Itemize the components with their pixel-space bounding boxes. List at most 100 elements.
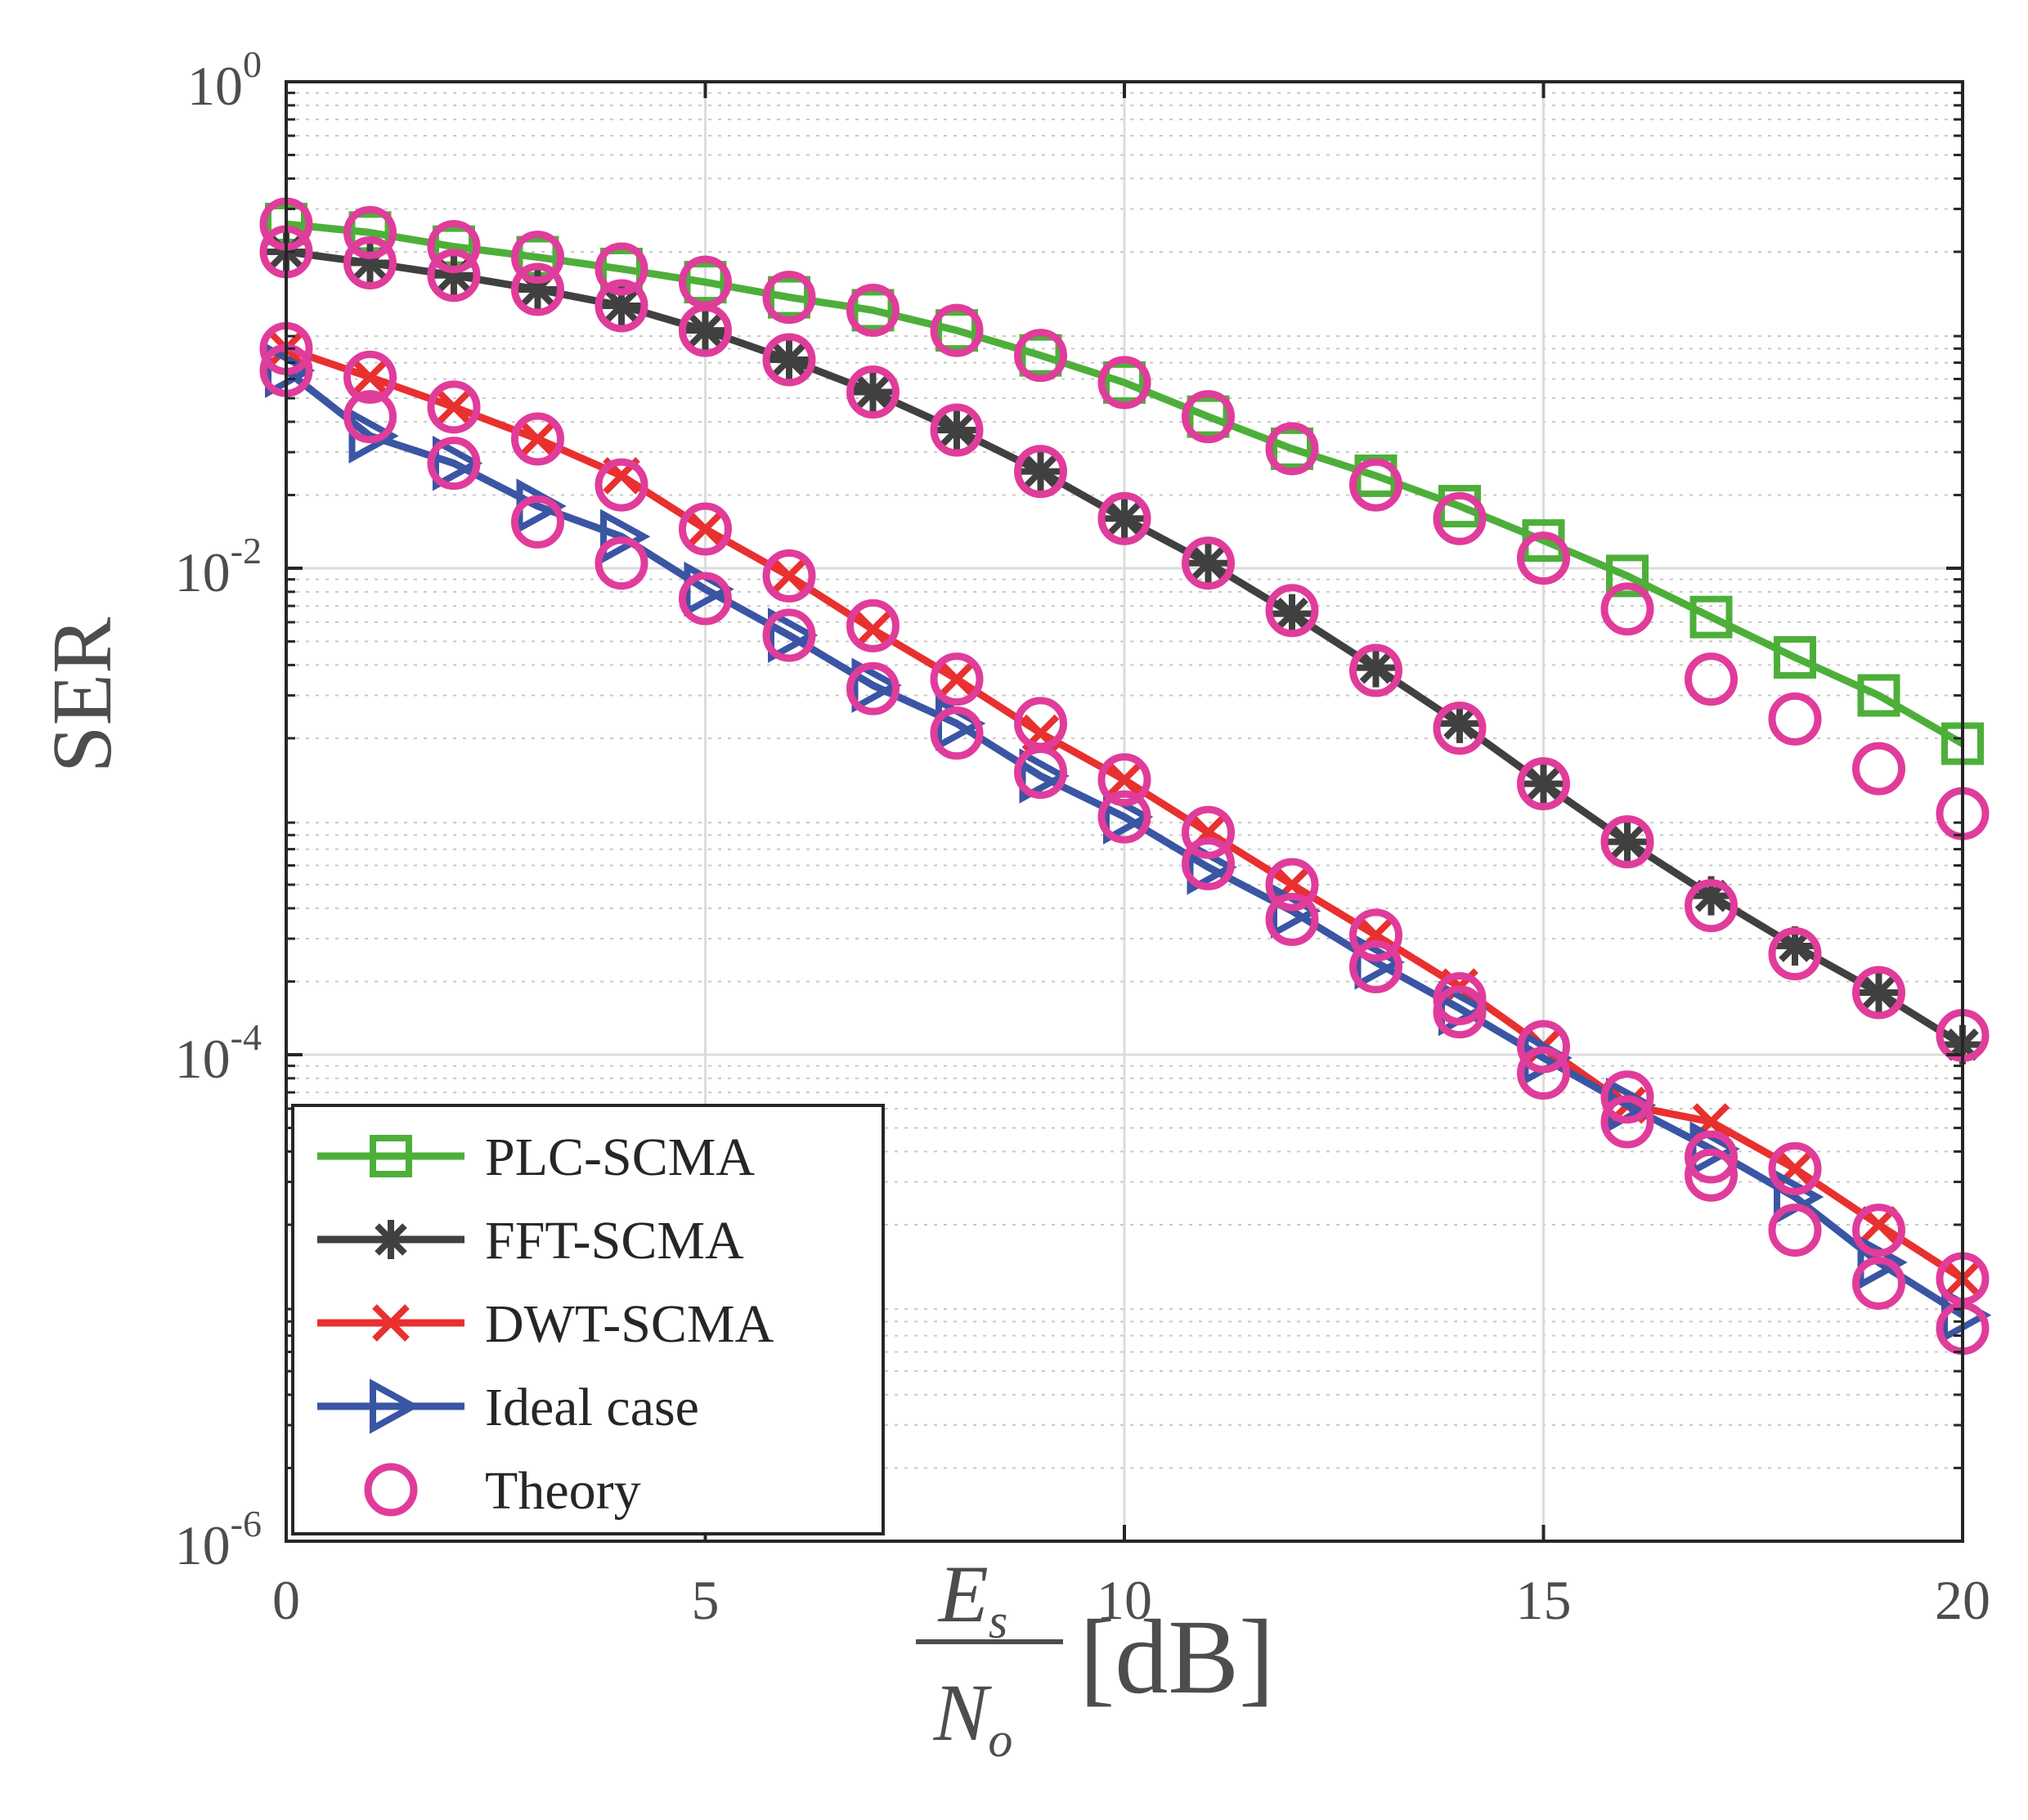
- x-label-numerator: Es: [937, 1549, 1007, 1648]
- theory-point: [1517, 757, 1570, 811]
- legend-item: DWT-SCMA: [317, 1294, 774, 1354]
- data-point: [518, 420, 557, 458]
- theory-point: [762, 608, 816, 662]
- theory-point: [930, 652, 984, 706]
- data-point: [768, 276, 810, 319]
- theory-point: [594, 279, 648, 333]
- data-point: [1857, 674, 1900, 717]
- theory-point: [679, 303, 732, 357]
- x-tick-label: 15: [1516, 1569, 1572, 1631]
- asterisk-stroke: [1272, 594, 1312, 634]
- asterisk-stroke: [602, 285, 641, 325]
- data-point: [1523, 764, 1564, 804]
- data-point: [769, 339, 809, 379]
- theory-point: [1349, 908, 1402, 962]
- theory-point: [1768, 1141, 1822, 1195]
- theory-point: [343, 390, 397, 444]
- series-line: [285, 220, 1965, 747]
- legend-item: Ideal case: [317, 1378, 699, 1437]
- asterisk-stroke: [1356, 648, 1396, 688]
- asterisk-stroke: [1608, 822, 1647, 862]
- theory-point: [594, 242, 648, 296]
- legend-item: PLC-SCMA: [317, 1127, 755, 1187]
- asterisk-stroke: [1188, 543, 1228, 583]
- asterisk-stroke: [685, 311, 725, 351]
- data-point: [602, 285, 641, 325]
- theory-point: [1433, 702, 1487, 755]
- asterisk-stroke: [1523, 764, 1564, 804]
- x-stroke: [686, 510, 725, 548]
- theory-point: [1517, 531, 1570, 585]
- theory-point: [1852, 742, 1905, 796]
- theory-point: [1349, 458, 1402, 512]
- theory-point: [1014, 745, 1067, 799]
- theory-point: [1517, 1047, 1570, 1101]
- asterisk-stroke: [769, 339, 809, 379]
- theory-point: [511, 262, 564, 316]
- data-point: [433, 435, 483, 491]
- series-group: [259, 197, 1992, 1356]
- x-stroke: [435, 388, 473, 426]
- theory-point: [427, 380, 481, 434]
- x-label-unit: [dB]: [1079, 1598, 1274, 1716]
- series-theory: [259, 197, 1990, 1356]
- legend-label: Ideal case: [485, 1378, 699, 1437]
- legend-label: PLC-SCMA: [485, 1127, 755, 1187]
- asterisk-stroke: [518, 270, 558, 310]
- theory-point: [679, 502, 732, 556]
- legend-label: Theory: [485, 1461, 641, 1521]
- y-tick-label: 10-6: [175, 1503, 262, 1576]
- data-point: [1188, 543, 1228, 583]
- theory-point: [1265, 584, 1319, 638]
- x-label-denominator: No: [933, 1667, 1013, 1767]
- theory-point: [1265, 893, 1319, 946]
- legend-marker: [370, 1135, 412, 1177]
- theory-point: [846, 283, 900, 337]
- legend-item: FFT-SCMA: [317, 1211, 744, 1271]
- theory-point: [1600, 582, 1654, 636]
- legend-marker: [364, 1463, 418, 1517]
- x-stroke: [518, 420, 557, 458]
- theory-point: [1097, 356, 1151, 410]
- x-tick-label: 0: [272, 1569, 300, 1631]
- theory-point: [1182, 836, 1235, 890]
- theory-point: [1517, 1020, 1570, 1074]
- legend-marker: [372, 1304, 410, 1342]
- legend-item: Theory: [364, 1461, 641, 1521]
- theory-point: [1349, 939, 1402, 993]
- data-point: [768, 607, 819, 663]
- asterisk-stroke: [937, 410, 976, 450]
- data-point: [1689, 595, 1733, 639]
- theory-point: [1768, 927, 1822, 981]
- asterisk-stroke: [434, 255, 473, 295]
- data-point: [1105, 499, 1144, 539]
- data-point: [685, 311, 725, 351]
- data-point: [1019, 334, 1062, 377]
- theory-point: [1097, 790, 1151, 844]
- asterisk-stroke: [1691, 876, 1731, 916]
- theory-point: [762, 333, 816, 387]
- data-point: [1356, 648, 1396, 688]
- theory-point: [511, 412, 564, 466]
- theory-point: [679, 572, 732, 625]
- data-point: [1271, 427, 1313, 470]
- legend-label: DWT-SCMA: [485, 1294, 774, 1354]
- theory-point: [930, 706, 984, 760]
- y-tick-label: 10-2: [175, 530, 262, 603]
- data-point: [351, 358, 389, 397]
- data-point: [851, 657, 902, 714]
- asterisk-stroke: [853, 372, 893, 412]
- theory-point: [1768, 1204, 1822, 1257]
- theory-point: [846, 598, 900, 652]
- asterisk-stroke: [1775, 926, 1815, 966]
- series-fft-scma: [267, 231, 1982, 1065]
- theory-point: [1600, 1095, 1654, 1149]
- x-axis-label: Es No [dB]: [916, 1549, 1274, 1767]
- theory-point: [1014, 329, 1067, 383]
- theory-point: [343, 205, 397, 259]
- data-point: [684, 261, 727, 304]
- y-axis-label: SER: [35, 616, 129, 773]
- theory-point: [846, 661, 900, 715]
- x-tick-label: 5: [692, 1569, 720, 1631]
